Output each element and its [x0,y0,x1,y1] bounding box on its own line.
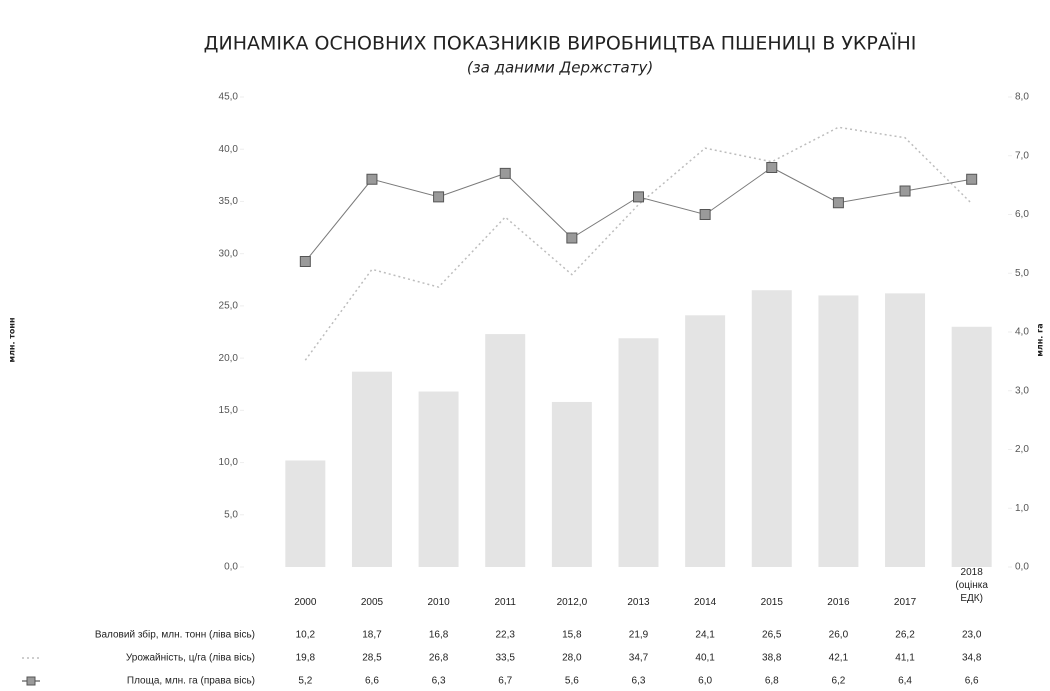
x-tick-label: 2016 [827,597,850,608]
data-cell: 5,6 [565,676,579,687]
bar [751,290,792,567]
legend-label: Валовий збір, млн. тонн (ліва вісь) [95,629,255,641]
x-tick-label: 2015 [760,597,783,608]
y-tick-label: 20,0 [219,353,239,364]
y2-axis-label: млн. га [1036,323,1045,356]
y-axis-label: млн. тонн [8,318,17,363]
data-cell: 38,8 [762,653,782,664]
marker [699,209,711,220]
data-cell: 26,8 [429,653,449,664]
data-cell: 26,5 [762,630,782,641]
legend-label: Площа, млн. га (права вісь) [127,676,255,687]
chart-subtitle: (за даними Держстату) [467,59,653,77]
x-tick-label: 2000 [294,597,317,608]
marker [633,191,644,203]
data-cell: 5,2 [298,676,312,687]
data-cell: 19,8 [296,653,316,664]
y-tick-label: 0,0 [224,562,238,573]
data-cell: 22,3 [495,630,515,641]
data-cell: 6,2 [831,676,845,687]
y2-tick-label: 3,0 [1015,385,1029,396]
y-tick-label: 10,0 [219,457,239,468]
marker [366,173,378,185]
x-tick-label: 2018 (оцінка ЕДК) [955,567,988,604]
x-tick-label: 2010 [427,597,450,608]
y2-tick-label: 1,0 [1015,503,1029,514]
y2-tick-label: 5,0 [1015,268,1029,279]
data-cell: 40,1 [695,653,715,664]
data-cell: 10,2 [296,630,316,641]
bar [551,401,592,567]
bar [618,338,659,567]
y2-tick-label: 7,0 [1015,150,1029,161]
data-cell: 15,8 [562,630,582,641]
data-cell: 41,1 [895,653,915,664]
y-tick-label: 15,0 [219,405,239,416]
data-cell: 6,6 [965,676,979,687]
marker [433,191,445,203]
data-cell: 28,0 [562,653,582,664]
x-tick-label: 2005 [360,597,384,608]
marker [766,162,778,173]
legend-marker [26,676,36,686]
bar [485,334,526,567]
bar [951,326,992,567]
data-cell: 26,2 [895,630,915,641]
y-tick-label: 35,0 [219,196,239,207]
y-tick-label: 30,0 [219,248,239,259]
bar [885,293,926,567]
data-cell: 6,0 [698,676,712,687]
legend-label: Урожайність, ц/га (ліва вісь) [126,653,255,664]
y2-tick-label: 4,0 [1015,327,1029,338]
bar [351,371,392,567]
data-cell: 42,1 [829,653,849,664]
x-tick-label: 2012,0 [556,597,588,608]
data-cell: 6,8 [765,676,779,687]
line [304,126,973,361]
y2-tick-label: 2,0 [1015,444,1029,455]
marker [899,185,911,197]
data-cell: 6,6 [365,676,379,687]
marker [299,256,311,267]
data-cell: 6,3 [432,676,446,687]
data-cell: 23,0 [962,630,982,641]
data-cell: 6,7 [498,676,512,687]
x-tick-label: 2013 [627,597,650,608]
data-cell: 33,5 [495,653,515,664]
bar [818,295,859,567]
data-cell: 34,7 [629,653,649,664]
y-tick-label: 5,0 [224,509,238,520]
x-tick-label: 2017 [893,597,917,608]
data-cell: 28,5 [362,653,382,664]
bar [418,391,459,567]
marker [966,173,978,185]
y2-tick-label: 6,0 [1015,209,1029,220]
x-tick-label: 2011 [494,597,516,608]
line [304,166,972,262]
marker [832,197,844,209]
data-cell: 24,1 [695,630,715,641]
data-cell: 18,7 [362,630,382,641]
marker [566,232,578,244]
chart-title: ДИНАМІКА ОСНОВНИХ ПОКАЗНИКІВ ВИРОБНИЦТВА… [204,32,917,55]
bar [685,315,726,567]
x-tick-label: 2014 [694,597,717,608]
data-cell: 6,3 [632,676,646,687]
data-cell: 6,4 [898,676,912,687]
data-cell: 26,0 [829,630,849,641]
bar [285,460,326,567]
y-tick-label: 40,0 [219,144,239,155]
y-tick-label: 25,0 [219,301,239,312]
marker [499,167,511,179]
y2-tick-label: 0,0 [1015,562,1029,573]
data-cell: 34,8 [962,653,982,664]
data-cell: 21,9 [629,630,649,641]
y2-tick-label: 8,0 [1015,92,1029,103]
data-cell: 16,8 [429,630,449,641]
y-tick-label: 45,0 [219,92,239,103]
